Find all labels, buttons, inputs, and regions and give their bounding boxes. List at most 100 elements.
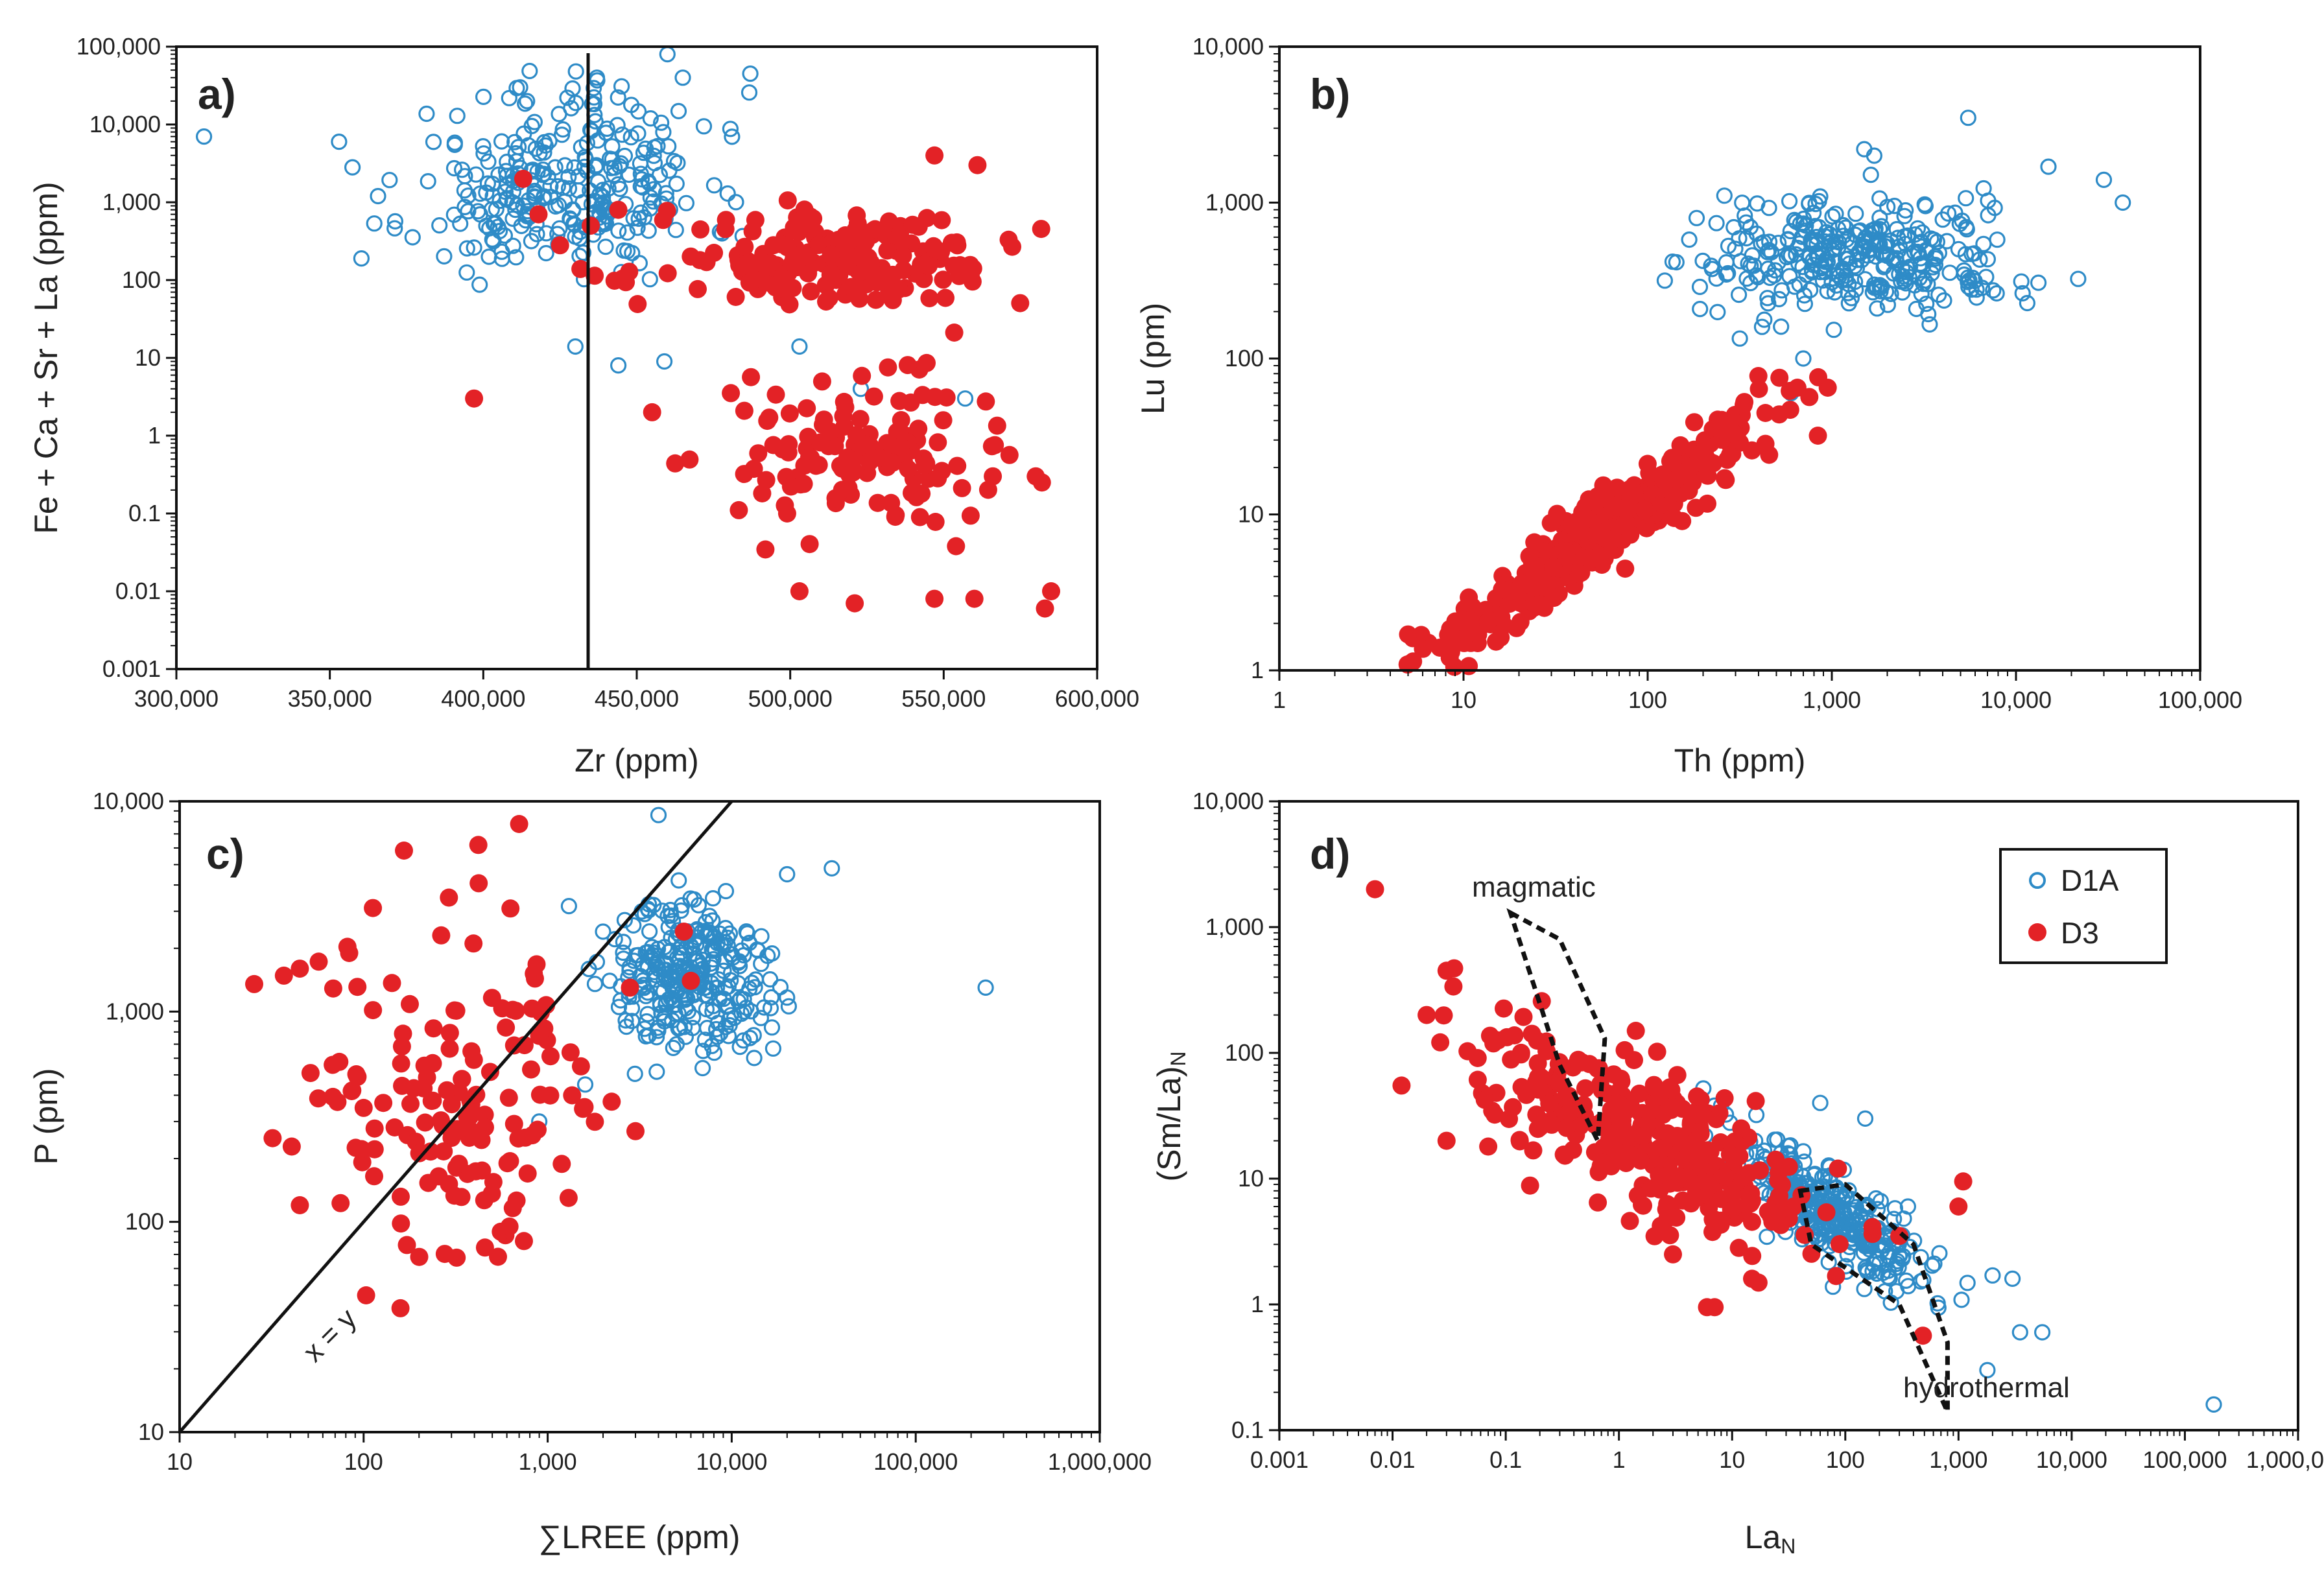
data-point-d1a: [366, 215, 383, 232]
data-point-d1a: [2013, 273, 2030, 290]
data-point-d3: [1817, 1203, 1836, 1221]
data-point-d3: [780, 404, 799, 423]
data-point-d1a: [1961, 272, 1978, 289]
data-point-d3: [501, 899, 520, 918]
data-point-d3: [498, 1154, 517, 1173]
data-point-d1a: [1979, 251, 1996, 268]
data-point-d3: [1525, 533, 1544, 552]
data-point-d3: [842, 277, 860, 296]
data-point-d3: [853, 366, 872, 385]
y-tick-label: 10: [1238, 1165, 1264, 1192]
data-point-d3: [523, 999, 541, 1018]
data-point-d3: [851, 410, 870, 429]
data-point-d1a: [1766, 1131, 1783, 1148]
data-point-d3: [1580, 1055, 1599, 1074]
data-point-d1a: [1951, 215, 1968, 232]
data-point-d1a: [721, 1017, 738, 1034]
data-point-d1a: [1744, 247, 1761, 264]
data-point-d1a: [1872, 283, 1889, 300]
data-point-d3: [680, 450, 699, 469]
x-tick-label: 1,000: [519, 1448, 577, 1475]
data-point-d3: [1414, 639, 1432, 658]
data-point-d3: [925, 146, 944, 165]
data-point-d1a: [1836, 1204, 1853, 1221]
data-point-d3: [1036, 599, 1054, 618]
data-point-d3: [1827, 1267, 1845, 1286]
data-point-d3: [571, 259, 590, 278]
data-point-d1a: [2040, 158, 2057, 175]
data-point-d3: [886, 506, 905, 524]
data-point-d1a: [1759, 1228, 1775, 1245]
y-tick-label: 100: [1225, 1039, 1264, 1066]
data-point-d3: [1779, 1157, 1798, 1176]
data-point-d1a: [1718, 266, 1735, 283]
y-tick-label: 100: [1225, 345, 1264, 371]
data-point-d1a: [626, 1065, 643, 1083]
data-point-d1a: [460, 203, 477, 220]
data-point-d3: [1530, 595, 1548, 614]
panel-b-ticks: 1 10 100 1,000 10,000 100,000 1 10 100 1,000 10,00…: [1192, 33, 2242, 713]
data-point-d1a: [562, 211, 579, 228]
data-point-d1a: [696, 923, 713, 939]
data-point-d3: [1640, 464, 1659, 482]
data-point-d3: [1544, 559, 1563, 577]
data-point-d3: [890, 228, 908, 246]
data-point-d1a: [1846, 1202, 1863, 1219]
x-tick-label: 450,000: [595, 685, 679, 712]
data-point-d1a: [534, 161, 552, 178]
data-point-d1a: [741, 84, 758, 101]
panel-d-magmatic-label: magmatic: [1472, 871, 1596, 903]
data-point-d1a: [2011, 1324, 2028, 1341]
data-point-d1a: [619, 224, 636, 241]
data-point-d1a: [1738, 230, 1755, 247]
data-point-d1a: [1874, 246, 1891, 263]
data-point-d3: [1707, 1110, 1725, 1129]
panel-c: 10 100 1,000 10,000 100,000 1,000,000 10 100 1,0…: [28, 788, 1152, 1555]
data-point-d3: [1042, 582, 1060, 600]
data-point-d3: [1724, 423, 1743, 442]
data-point-d1a: [1873, 218, 1890, 235]
data-point-d1a: [956, 390, 974, 407]
data-point-d1a: [496, 227, 514, 244]
data-point-d3: [1434, 1006, 1453, 1025]
data-point-d1a: [370, 187, 386, 205]
data-point-d1a: [566, 159, 583, 176]
data-point-d1a: [638, 1013, 655, 1030]
legend-marker-d3: [2028, 923, 2046, 941]
data-point-d1a: [1936, 292, 1952, 309]
data-point-d3: [499, 1089, 518, 1107]
y-tick-label: 0.001: [102, 655, 161, 682]
data-point-d3: [1526, 1073, 1545, 1092]
data-point-d1a: [1984, 1267, 2001, 1284]
data-point-d3: [977, 392, 995, 411]
data-point-d3: [1705, 1298, 1724, 1317]
data-point-d3: [1469, 625, 1488, 644]
data-point-d1a: [1871, 277, 1888, 294]
data-point-d1a: [622, 97, 640, 113]
data-point-d3: [1512, 1078, 1531, 1096]
panel-c-letter: c): [206, 830, 244, 878]
data-point-d1a: [1885, 265, 1902, 282]
panel-d-magmatic-field: [1506, 908, 1607, 1149]
data-point-d1a: [1919, 276, 1936, 292]
data-point-d1a: [635, 972, 652, 989]
data-point-d1a: [704, 1037, 720, 1054]
data-point-d1a: [576, 158, 593, 175]
data-point-d3: [484, 1173, 503, 1192]
data-point-d3: [752, 270, 770, 289]
data-point-d3: [453, 1070, 471, 1089]
data-point-d1a: [1989, 231, 2006, 248]
data-point-d3: [523, 1126, 541, 1145]
data-point-d1a: [747, 971, 765, 988]
data-point-d3: [1715, 1089, 1734, 1107]
data-point-d1a: [480, 248, 497, 265]
data-point-d1a: [1827, 206, 1844, 222]
data-point-d1a: [668, 1036, 685, 1053]
data-point-d1a: [1888, 220, 1905, 238]
data-point-d1a: [741, 1030, 759, 1046]
data-point-d3: [364, 1001, 383, 1020]
data-point-d3: [798, 399, 816, 418]
data-point-d1a: [779, 866, 796, 883]
data-point-d1a: [559, 89, 576, 106]
